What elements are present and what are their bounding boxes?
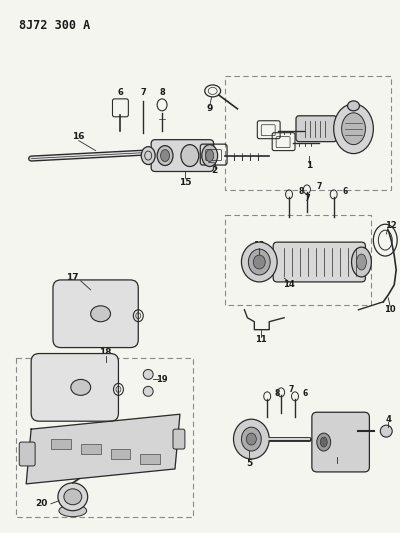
Ellipse shape xyxy=(242,242,277,282)
Text: 13: 13 xyxy=(254,240,265,249)
Ellipse shape xyxy=(356,254,366,270)
Text: 10: 10 xyxy=(384,305,396,314)
FancyBboxPatch shape xyxy=(151,140,214,172)
Text: 17: 17 xyxy=(66,273,79,282)
Text: 16: 16 xyxy=(72,132,85,141)
FancyBboxPatch shape xyxy=(19,442,35,466)
Text: 7: 7 xyxy=(288,385,294,394)
Ellipse shape xyxy=(317,433,331,451)
Ellipse shape xyxy=(334,104,373,154)
Ellipse shape xyxy=(320,437,327,447)
Ellipse shape xyxy=(91,306,110,322)
Ellipse shape xyxy=(202,144,218,166)
FancyBboxPatch shape xyxy=(140,454,160,464)
Ellipse shape xyxy=(248,249,270,275)
Text: 8: 8 xyxy=(298,187,304,196)
Ellipse shape xyxy=(253,255,265,269)
Text: 7: 7 xyxy=(304,194,310,203)
Ellipse shape xyxy=(143,386,153,397)
Text: 15: 15 xyxy=(179,178,191,187)
Text: 8: 8 xyxy=(274,389,280,398)
Text: 6: 6 xyxy=(302,389,308,398)
Text: 5: 5 xyxy=(246,459,252,469)
Ellipse shape xyxy=(242,427,261,451)
FancyBboxPatch shape xyxy=(81,444,100,454)
Ellipse shape xyxy=(64,489,82,505)
Text: 2: 2 xyxy=(212,166,218,175)
Text: 14: 14 xyxy=(283,280,295,289)
Ellipse shape xyxy=(141,147,155,165)
Text: 8J72 300 A: 8J72 300 A xyxy=(19,19,90,33)
Ellipse shape xyxy=(181,144,199,166)
Ellipse shape xyxy=(342,113,366,144)
Text: 11: 11 xyxy=(255,335,267,344)
Ellipse shape xyxy=(58,483,88,511)
FancyBboxPatch shape xyxy=(53,280,138,348)
Text: 20: 20 xyxy=(35,499,47,508)
Text: 6: 6 xyxy=(118,88,123,98)
FancyBboxPatch shape xyxy=(110,449,130,459)
Ellipse shape xyxy=(348,101,360,111)
Text: 4: 4 xyxy=(385,415,391,424)
Text: 6: 6 xyxy=(343,187,348,196)
Ellipse shape xyxy=(160,150,170,161)
Ellipse shape xyxy=(352,247,371,277)
Text: 18: 18 xyxy=(99,348,112,357)
Text: 9: 9 xyxy=(206,104,213,114)
Ellipse shape xyxy=(246,433,256,445)
Text: 8: 8 xyxy=(159,88,165,98)
FancyBboxPatch shape xyxy=(296,116,337,142)
FancyBboxPatch shape xyxy=(312,412,369,472)
Text: 1: 1 xyxy=(306,161,312,170)
Ellipse shape xyxy=(143,369,153,379)
Ellipse shape xyxy=(71,379,91,395)
Text: 3: 3 xyxy=(340,462,347,471)
Ellipse shape xyxy=(380,425,392,437)
Text: 12: 12 xyxy=(385,221,397,230)
Ellipse shape xyxy=(234,419,269,459)
Ellipse shape xyxy=(206,150,214,161)
Text: 19: 19 xyxy=(156,375,168,384)
FancyBboxPatch shape xyxy=(31,353,118,421)
Text: 7: 7 xyxy=(316,182,322,191)
Polygon shape xyxy=(26,414,180,484)
FancyBboxPatch shape xyxy=(173,429,185,449)
Text: 7: 7 xyxy=(140,88,146,98)
FancyBboxPatch shape xyxy=(273,242,366,282)
FancyBboxPatch shape xyxy=(51,439,71,449)
Ellipse shape xyxy=(59,505,87,516)
Ellipse shape xyxy=(157,146,173,166)
